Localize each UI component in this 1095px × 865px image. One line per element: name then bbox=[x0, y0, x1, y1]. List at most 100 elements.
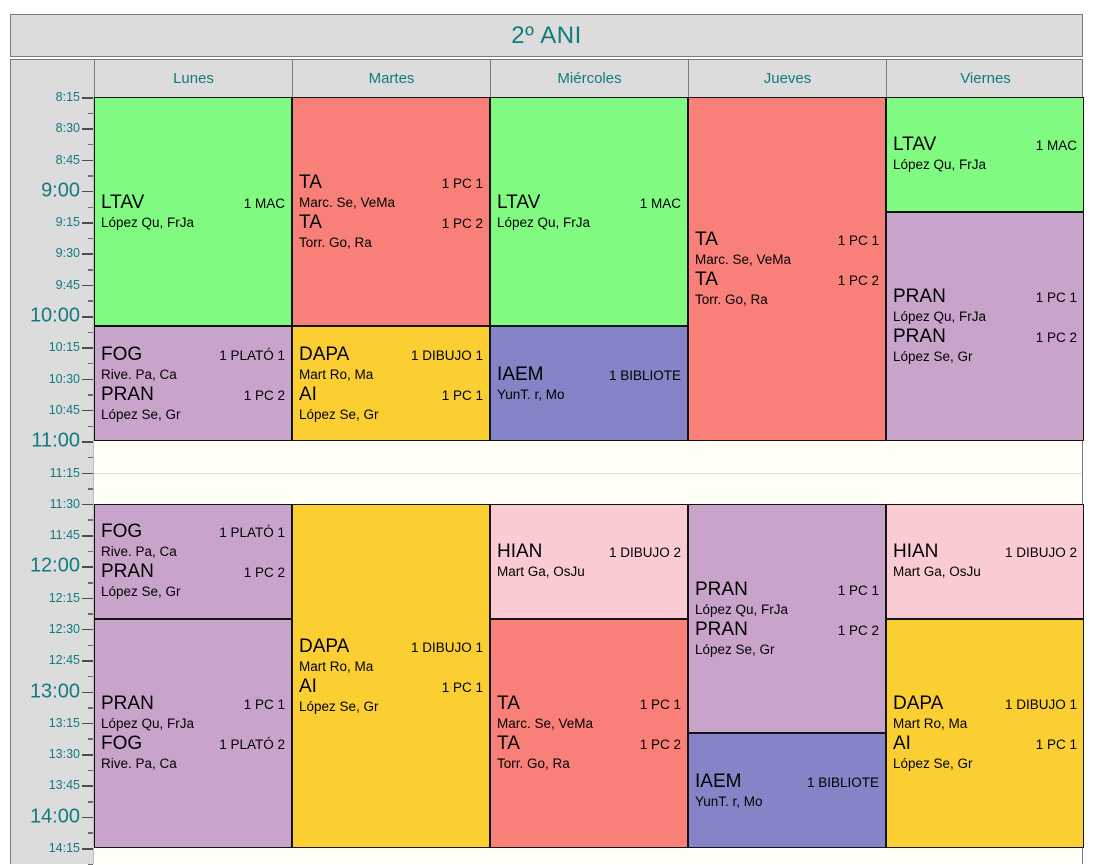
time-tick-major bbox=[82, 472, 93, 474]
room-label: 1 PC 2 bbox=[243, 565, 285, 581]
time-label-1045: 10:45 bbox=[48, 402, 80, 417]
class-block-lunes-1225[interactable]: PRAN 1 PC 1 López Qu, FrJa FOG 1 PLATÓ 2 Rive… bbox=[94, 618, 292, 848]
room-label: 1 DIBUJO 2 bbox=[1004, 545, 1077, 561]
time-tick-minor bbox=[88, 519, 93, 521]
time-tick-minor bbox=[88, 143, 93, 146]
subject-code: PRAN bbox=[101, 561, 154, 583]
class-block-jueves-1320[interactable]: IAEM 1 BIBLIOTE YunT. r, Mo bbox=[688, 733, 886, 848]
room-label: 1 PC 1 bbox=[639, 697, 681, 713]
time-tick-major bbox=[82, 284, 93, 287]
time-tick-minor bbox=[88, 362, 93, 365]
room-label: 1 PC 2 bbox=[837, 273, 879, 289]
time-tick-minor bbox=[88, 707, 93, 709]
class-block-martes-1005[interactable]: DAPA 1 DIBUJO 1 Mart Ro, Ma AI 1 PC 1 López S… bbox=[292, 326, 490, 442]
time-column: 8:15 8:30 8:45 9:00 9:15 9:30 9:45 10:00 10:15 10… bbox=[10, 90, 93, 865]
subject-code: DAPA bbox=[299, 343, 350, 365]
class-block-miercoles-1225[interactable]: TA 1 PC 1 Marc. Se, VeMa TA 1 PC 2 Torr. Go, … bbox=[490, 618, 688, 848]
time-tick-major bbox=[82, 222, 93, 224]
time-tick-minor bbox=[88, 456, 93, 459]
subject-code: TA bbox=[299, 171, 322, 193]
subject-code: TA bbox=[695, 269, 718, 291]
class-block-viernes-1130[interactable]: HIAN 1 DIBUJO 2 Mart Ga, OsJu bbox=[886, 503, 1084, 619]
time-tick-major bbox=[82, 691, 93, 694]
time-tick-major bbox=[82, 785, 93, 787]
teacher-name: López Qu, FrJa bbox=[101, 214, 195, 230]
teacher-name: López Se, Gr bbox=[101, 584, 181, 600]
time-label-845: 8:45 bbox=[55, 152, 80, 167]
time-tick-major bbox=[82, 190, 93, 193]
class-block-viernes-910[interactable]: PRAN 1 PC 1 López Qu, FrJa PRAN 1 PC 2 López … bbox=[886, 211, 1084, 442]
teacher-name: Torr. Go, Ra bbox=[299, 234, 372, 250]
room-label: 1 BIBLIOTE bbox=[608, 367, 681, 383]
time-tick-major bbox=[82, 409, 93, 412]
subject-code: TA bbox=[497, 693, 520, 715]
time-tick-major bbox=[82, 535, 93, 537]
time-tick-major bbox=[82, 848, 93, 850]
teacher-name: López Se, Gr bbox=[695, 641, 775, 657]
subject-code: FOG bbox=[101, 733, 143, 755]
time-label-1130: 11:30 bbox=[49, 496, 80, 511]
time-tick-minor bbox=[88, 331, 93, 334]
day-header-miercoles: Miércoles bbox=[490, 60, 688, 97]
time-label-1230: 12:30 bbox=[48, 621, 80, 636]
time-tick-major bbox=[82, 754, 93, 756]
class-block-miercoles-815[interactable]: LTAV 1 MAC López Qu, FrJa bbox=[490, 97, 688, 327]
class-block-martes-815[interactable]: TA 1 PC 1 Marc. Se, VeMa TA 1 PC 2 Torr. Go, … bbox=[292, 97, 490, 327]
time-tick-minor bbox=[88, 112, 93, 115]
teacher-name: López Qu, FrJa bbox=[893, 157, 987, 173]
time-label-945: 9:45 bbox=[55, 277, 80, 292]
time-label-1030: 10:30 bbox=[48, 371, 80, 386]
time-tick-minor bbox=[88, 832, 93, 834]
time-label-1300: 13:00 bbox=[29, 680, 80, 703]
time-label-915: 9:15 bbox=[55, 215, 80, 230]
teacher-name: Mart Ga, OsJu bbox=[497, 564, 585, 580]
teacher-name: López Qu, FrJa bbox=[695, 601, 789, 617]
time-tick-minor bbox=[88, 300, 93, 302]
time-label-1400: 14:00 bbox=[29, 805, 80, 828]
class-block-lunes-1130[interactable]: FOG 1 PLATÓ 1 Rive. Pa, Ca PRAN 1 PC 2 López … bbox=[94, 503, 292, 619]
subject-code: LTAV bbox=[893, 134, 937, 156]
time-label-1415: 14:15 bbox=[48, 841, 80, 855]
time-tick-major bbox=[82, 347, 93, 349]
time-tick-minor bbox=[88, 269, 93, 271]
room-label: 1 PLATÓ 1 bbox=[219, 525, 285, 541]
teacher-name: López Se, Gr bbox=[299, 406, 379, 422]
subject-code: FOG bbox=[101, 521, 143, 543]
class-block-jueves-1130[interactable]: PRAN 1 PC 1 López Qu, FrJa PRAN 1 PC 2 López … bbox=[688, 503, 886, 734]
teacher-name: Rive. Pa, Ca bbox=[101, 366, 177, 382]
subject-code: HIAN bbox=[893, 541, 939, 563]
timetable-title: 2º ANI bbox=[511, 21, 582, 49]
class-block-viernes-1225[interactable]: DAPA 1 DIBUJO 1 Mart Ro, Ma AI 1 PC 1 López S… bbox=[886, 618, 1084, 848]
time-tick-major bbox=[82, 316, 93, 318]
room-label: 1 MAC bbox=[1035, 138, 1077, 154]
teacher-name: Mart Ga, OsJu bbox=[893, 564, 981, 580]
teacher-name: Mart Ro, Ma bbox=[299, 658, 374, 674]
time-tick-major bbox=[82, 503, 93, 506]
class-block-lunes-815[interactable]: LTAV 1 MAC López Qu, FrJa bbox=[94, 97, 292, 327]
class-block-viernes-815[interactable]: LTAV 1 MAC López Qu, FrJa bbox=[886, 97, 1084, 212]
class-block-miercoles-1130[interactable]: HIAN 1 DIBUJO 2 Mart Ga, OsJu bbox=[490, 503, 688, 619]
teacher-name: López Se, Gr bbox=[893, 349, 973, 365]
room-label: 1 PC 2 bbox=[243, 387, 285, 403]
class-block-jueves-815[interactable]: TA 1 PC 1 Marc. Se, VeMa TA 1 PC 2 Torr. Go, … bbox=[688, 97, 886, 442]
time-label-900: 9:00 bbox=[41, 179, 80, 202]
class-block-lunes-1005[interactable]: FOG 1 PLATÓ 1 Rive. Pa, Ca PRAN 1 PC 2 López … bbox=[94, 326, 292, 442]
room-label: 1 PC 1 bbox=[441, 679, 483, 695]
time-tick-major bbox=[82, 253, 93, 255]
subject-code: DAPA bbox=[299, 635, 350, 657]
class-block-martes-1130[interactable]: DAPA 1 DIBUJO 1 Mart Ro, Ma AI 1 PC 1 López S… bbox=[292, 503, 490, 848]
time-tick-minor bbox=[88, 582, 93, 584]
subject-code: LTAV bbox=[497, 191, 541, 213]
time-label-1245: 12:45 bbox=[48, 653, 80, 668]
time-label-1330: 13:30 bbox=[48, 747, 80, 762]
class-block-miercoles-1005[interactable]: IAEM 1 BIBLIOTE YunT. r, Mo bbox=[490, 326, 688, 442]
time-tick-minor bbox=[88, 801, 93, 803]
time-label-930: 9:30 bbox=[55, 246, 80, 261]
room-label: 1 PC 2 bbox=[441, 215, 483, 231]
time-tick-major bbox=[82, 128, 93, 130]
day-header-martes: Martes bbox=[292, 60, 490, 97]
time-label-1215: 12:15 bbox=[48, 590, 80, 605]
time-tick-major bbox=[82, 628, 93, 631]
day-header-row: Lunes Martes Miércoles Jueves Viernes bbox=[10, 59, 1083, 97]
room-label: 1 BIBLIOTE bbox=[806, 774, 879, 790]
